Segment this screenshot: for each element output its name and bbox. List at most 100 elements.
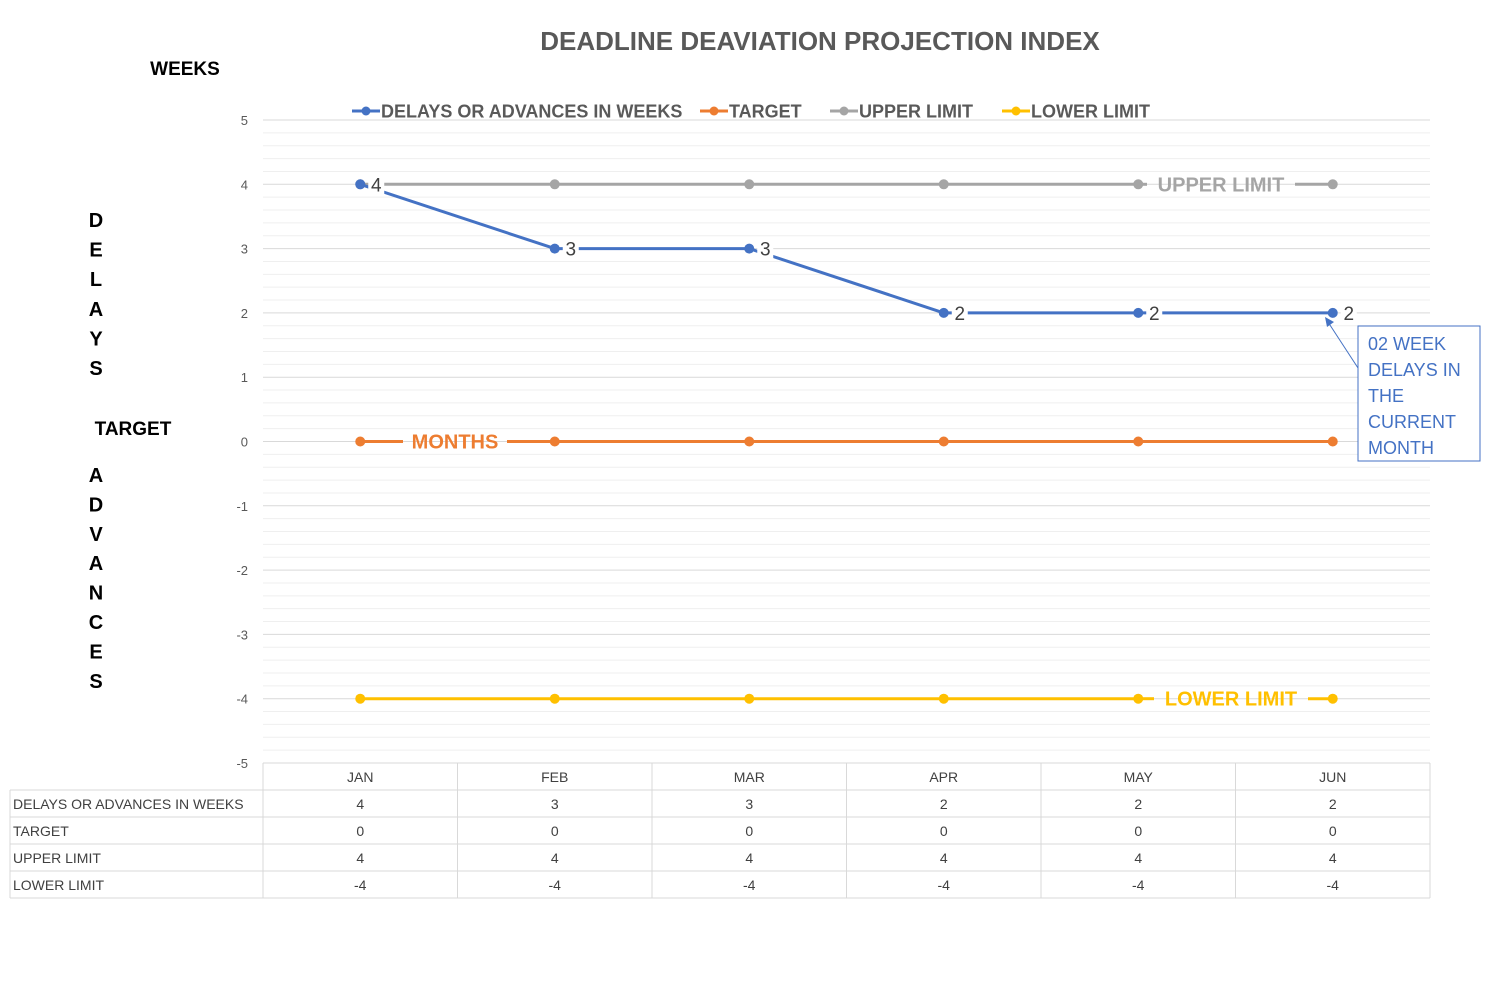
table-row-label: TARGET [13,823,69,839]
table-cell: 4 [356,850,364,866]
annotation-text: THE [1368,386,1404,406]
data-label-bg [1340,300,1357,325]
legend-marker [839,106,849,116]
ylabel-top-letter: A [89,299,103,321]
legend: DELAYS OR ADVANCES IN WEEKS TARGET UPPER L… [352,102,1150,122]
annotation-text: 02 WEEK [1368,334,1446,354]
data-label-bg [1146,300,1163,325]
y-axis: 5 4 3 2 1 0 -1 -2 -3 -4 -5 [236,113,248,771]
table-cell: 0 [940,823,948,839]
series-marker [938,693,949,704]
table-cell: -4 [354,877,367,893]
series-inline-label: UPPER LIMIT [1158,174,1285,196]
table-cell: -4 [1132,877,1145,893]
series-marker [938,436,949,447]
legend-label: UPPER LIMIT [859,102,973,122]
y-tick-label: 5 [241,113,248,128]
legend-marker [1011,106,1021,116]
series-marker [549,693,560,704]
legend-marker [709,106,719,116]
ylabel-bottom-letter: N [89,583,103,605]
series-marker [744,693,755,704]
data-label: 4 [371,175,382,196]
annotation: 02 WEEK DELAYS IN THE CURRENT MONTH [1325,317,1481,462]
series-marker [1327,693,1338,704]
series-marker [1133,436,1144,447]
ylabel-bottom-letter: C [89,612,103,634]
legend-label: LOWER LIMIT [1031,102,1150,122]
series-marker [549,179,560,190]
table-row-label: DELAYS OR ADVANCES IN WEEKS [13,796,244,812]
y-tick-label: -2 [236,563,248,578]
data-table: JAN FEB MAR APR MAY JUN DELAYS OR ADVANCES IN … [9,762,1431,899]
table-cell: 2 [1329,796,1337,812]
annotation-arrowhead [1325,317,1334,327]
table-cell: -4 [743,877,756,893]
table-cell: -4 [938,877,951,893]
table-cell: 4 [940,850,948,866]
ylabel-bottom-letter: A [89,465,103,487]
ylabel-bottom-letter: E [89,641,102,663]
y-tick-label: 4 [241,177,248,192]
series-marker [938,179,949,190]
data-label: 3 [760,240,771,261]
table-cell: 4 [745,850,753,866]
data-label: 2 [954,304,965,325]
series-marker [744,179,755,190]
table-header-cell: MAY [1124,769,1154,785]
table-cell: 0 [1329,823,1337,839]
legend-label: TARGET [729,102,802,122]
ylabel-top-letter: E [89,240,102,262]
table-cell: -4 [549,877,562,893]
series-marker [1327,307,1338,318]
series-inline-label: LOWER LIMIT [1165,689,1297,711]
series-marker [549,243,560,254]
series-marker [1327,179,1338,190]
series-marker [1133,693,1144,704]
ylabel-bottom-letter: V [89,524,103,546]
table-row-label: UPPER LIMIT [13,850,101,866]
table-cell: 3 [551,796,559,812]
table-row-label: LOWER LIMIT [13,877,104,893]
y-tick-label: 3 [241,242,248,257]
table-cell: 2 [1134,796,1142,812]
y-tick-label: 1 [241,370,248,385]
table-cell: 0 [551,823,559,839]
ylabel-bottom-letter: D [89,494,103,516]
legend-marker [361,106,371,116]
table-cell: 3 [745,796,753,812]
series-segment [359,182,556,251]
annotation-text: MONTH [1368,438,1434,458]
y-tick-label: 0 [241,435,248,450]
table-header-cell: MAR [734,769,765,785]
table-cell: 0 [1134,823,1142,839]
ylabel-top-letter: D [89,210,103,232]
table-cell: 4 [1134,850,1142,866]
data-label: 2 [1149,304,1160,325]
table-cell: 2 [940,796,948,812]
annotation-arrow [1327,321,1359,369]
series-marker [938,307,949,318]
legend-label: DELAYS OR ADVANCES IN WEEKS [381,102,682,122]
table-header-cell: JUN [1319,769,1346,785]
annotation-text: CURRENT [1368,412,1456,432]
ylabel-top-letter: S [89,358,102,380]
table-cell: -4 [1327,877,1340,893]
table-cell: 0 [356,823,364,839]
series-marker [1133,307,1144,318]
series-segment [748,247,945,315]
table-header-cell: FEB [541,769,568,785]
table-cell: 0 [745,823,753,839]
table-cell: 4 [1329,850,1337,866]
series-marker [1133,179,1144,190]
table-cell: 4 [551,850,559,866]
data-label-bg [951,300,968,325]
series-marker [1327,436,1338,447]
table-header-cell: APR [929,769,958,785]
chart-title: DEADLINE DEAVIATION PROJECTION INDEX [540,26,1100,56]
series-marker [744,243,755,254]
y-tick-label: -1 [236,499,248,514]
ylabel-top-letter: L [90,269,102,291]
